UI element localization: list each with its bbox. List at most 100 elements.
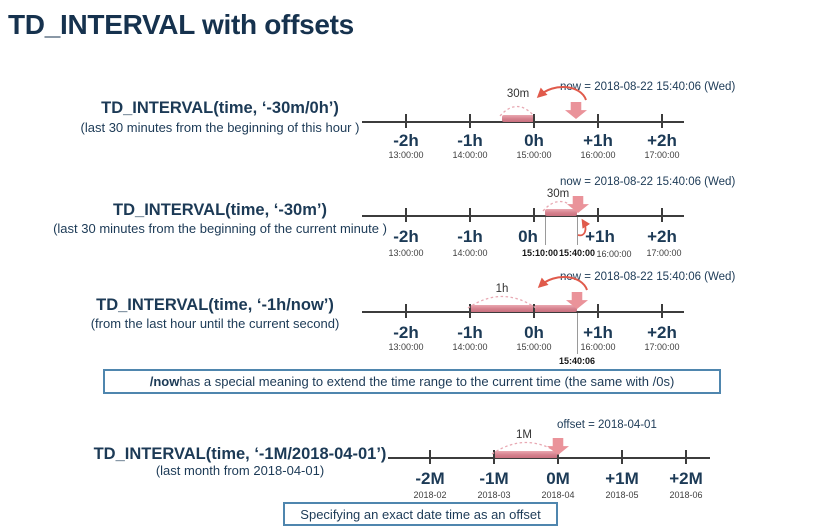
expression-label: TD_INTERVAL(time, ‘-30m/0h’): [101, 99, 339, 117]
timeline-axis: [388, 457, 710, 459]
timeline-axis: [362, 215, 684, 217]
tick-mark: [405, 114, 407, 128]
tick-label: -1h: [457, 323, 483, 342]
tick-label: +2h: [647, 227, 677, 246]
duration-label: 30m: [506, 88, 530, 100]
tick-time-label: 16:00:00: [596, 249, 632, 259]
note-text: has a special meaning to extend the time…: [179, 374, 675, 389]
interval-range-bar: [494, 451, 558, 458]
interval-range-bar: [502, 115, 534, 122]
tick-mark: [469, 114, 471, 128]
tick-label: +1h: [583, 131, 613, 150]
time-callout-line: [577, 217, 578, 245]
timeline-axis: [362, 121, 684, 123]
tick-mark: [533, 208, 535, 222]
note-text: Specifying an exact date time as an offs…: [300, 506, 541, 522]
offset-note-box: Specifying an exact date time as an offs…: [283, 502, 558, 526]
tick-label: -1h: [457, 227, 483, 246]
tick-time-label: 15:00:00: [516, 342, 552, 352]
tick-time-label: 14:00:00: [452, 248, 488, 258]
tick-time-label: 13:00:00: [388, 342, 424, 352]
tick-label: +1h: [583, 323, 613, 342]
tick-mark: [533, 304, 535, 318]
tick-mark: [661, 304, 663, 318]
expression-label: TD_INTERVAL(time, ‘-30m’): [113, 201, 327, 219]
tick-label: 0h: [524, 323, 544, 342]
timeline-axis: [362, 311, 684, 313]
tick-mark: [405, 304, 407, 318]
expression-label: TD_INTERVAL(time, ‘-1h/now’): [96, 296, 334, 314]
tick-time-label: 2018-04: [541, 490, 575, 500]
tick-mark: [469, 304, 471, 318]
tick-label: 0h: [524, 131, 544, 150]
now-annotation: now = 2018-08-22 15:40:06 (Wed): [560, 271, 736, 283]
tick-time-label: 13:00:00: [388, 248, 424, 258]
tick-label: 0h: [518, 227, 538, 246]
duration-label: 30m: [546, 188, 570, 200]
snap-up-arrow-icon: [577, 218, 590, 237]
tick-time-label: 14:00:00: [452, 342, 488, 352]
tick-label: -2h: [393, 323, 419, 342]
now-annotation: now = 2018-08-22 15:40:06 (Wed): [560, 81, 736, 93]
tick-label: -1M: [479, 469, 509, 488]
tick-mark: [597, 114, 599, 128]
tick-time-label: 2018-02: [413, 490, 447, 500]
expression-description: (last month from 2018-04-01): [155, 463, 325, 478]
highlight-time-label: 15:40:06: [558, 356, 596, 366]
tick-mark: [405, 208, 407, 222]
tick-time-label: 2018-06: [669, 490, 703, 500]
tick-time-label: 17:00:00: [646, 248, 682, 258]
now-annotation: now = 2018-08-22 15:40:06 (Wed): [560, 176, 736, 188]
tick-time-label: 16:00:00: [580, 342, 616, 352]
tick-label: +2h: [647, 323, 677, 342]
tick-time-label: 16:00:00: [580, 150, 616, 160]
duration-label: 1M: [516, 429, 532, 441]
tick-mark: [429, 450, 431, 464]
tick-label: +2h: [647, 131, 677, 150]
tick-mark: [493, 450, 495, 464]
duration-label: 1h: [495, 283, 509, 295]
tick-mark: [533, 114, 535, 128]
note-bold-text: /now: [149, 374, 180, 389]
tick-mark: [685, 450, 687, 464]
expression-description: (from the last hour until the current se…: [90, 316, 340, 331]
tick-mark: [597, 304, 599, 318]
highlight-time-label: 15:40:00: [558, 248, 596, 258]
tick-label: 0M: [546, 469, 570, 488]
tick-label: +1M: [605, 469, 639, 488]
expression-description: (last 30 minutes from the beginning of t…: [53, 221, 387, 236]
tick-label: +2M: [669, 469, 703, 488]
tick-label: -2h: [393, 131, 419, 150]
tick-time-label: 2018-03: [477, 490, 511, 500]
tick-label: -2h: [393, 227, 419, 246]
tick-label: +1h: [585, 227, 615, 246]
duration-arc-icon: [467, 295, 537, 309]
offset-annotation: offset = 2018-04-01: [557, 419, 657, 431]
tick-label: -1h: [457, 131, 483, 150]
tick-mark: [597, 208, 599, 222]
page-title: TD_INTERVAL with offsets: [8, 9, 354, 40]
highlight-time-label: 15:10:00: [521, 248, 559, 258]
tick-mark: [621, 450, 623, 464]
time-callout-line: [545, 217, 546, 245]
tick-mark: [557, 450, 559, 464]
interval-range-bar: [545, 209, 577, 216]
tick-mark: [661, 208, 663, 222]
snap-back-arrow-icon: [536, 86, 587, 101]
tick-time-label: 17:00:00: [644, 342, 680, 352]
tick-mark: [469, 208, 471, 222]
tick-label: -2M: [415, 469, 445, 488]
interval-range-bar: [470, 305, 577, 312]
now-note-box: /now has a special meaning to extend the…: [103, 369, 721, 394]
tick-time-label: 17:00:00: [644, 150, 680, 160]
expression-description: (last 30 minutes from the beginning of t…: [80, 120, 360, 135]
tick-time-label: 14:00:00: [452, 150, 488, 160]
time-callout-line: [577, 313, 578, 354]
tick-mark: [661, 114, 663, 128]
snap-back-arrow-icon: [537, 276, 588, 291]
duration-arc-icon: [499, 105, 535, 117]
tick-time-label: 15:00:00: [516, 150, 552, 160]
tick-time-label: 13:00:00: [388, 150, 424, 160]
tick-time-label: 2018-05: [605, 490, 639, 500]
